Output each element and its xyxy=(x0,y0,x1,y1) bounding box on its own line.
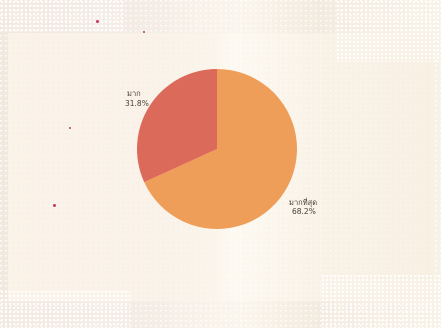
pie-slice-mak-thi-sut xyxy=(144,69,297,230)
slice-label-mak: มาก xyxy=(127,89,141,98)
print-speck xyxy=(143,31,145,33)
slice-label-mak-thi-sut: มากที่สุด xyxy=(289,197,317,207)
print-speck xyxy=(53,204,56,207)
pie-slice-mak xyxy=(136,68,217,183)
pie-labels: มาก 31.8% มากที่สุด 68.2% xyxy=(125,89,317,216)
pie-slices xyxy=(136,68,297,230)
slice-value-mak-thi-sut: 68.2% xyxy=(292,207,316,216)
slice-value-mak: 31.8% xyxy=(125,99,149,108)
print-speck xyxy=(96,20,99,23)
print-speck xyxy=(69,127,71,129)
